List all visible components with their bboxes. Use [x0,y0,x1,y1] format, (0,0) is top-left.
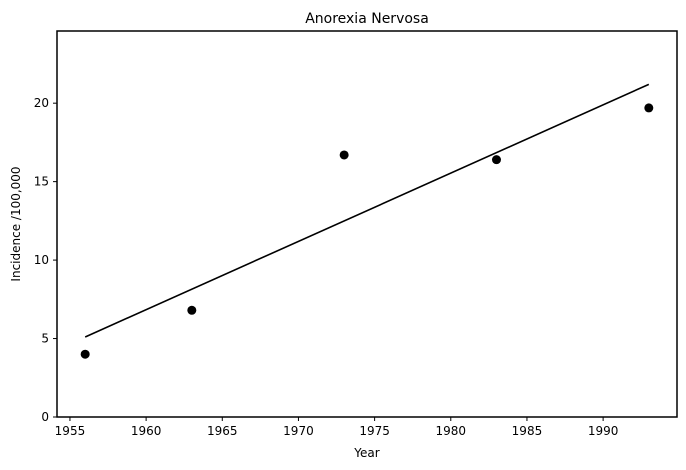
x-axis: 1955 1960 1965 1970 1975 1980 1985 1990 [55,417,619,438]
data-point [187,305,197,315]
x-tick-label: 1965 [207,424,238,438]
x-tick-label: 1990 [588,424,619,438]
x-tick-label: 1985 [512,424,543,438]
y-tick-label: 10 [34,253,49,267]
y-tick-label: 0 [41,410,49,424]
y-axis: 0 5 10 15 20 [34,96,57,424]
y-tick-label: 5 [41,332,49,346]
data-point [644,103,654,113]
chart-title: Anorexia Nervosa [305,11,429,27]
x-tick-label: 1970 [283,424,314,438]
x-axis-label: Year [353,446,379,460]
x-tick-label: 1955 [55,424,86,438]
y-tick-label: 15 [34,175,49,189]
trend-line [84,83,650,338]
x-tick-label: 1980 [436,424,467,438]
plot-area [56,30,678,418]
y-axis-label: Incidence /100,000 [9,166,23,281]
data-point [80,349,90,359]
series-layer [80,83,654,359]
x-tick-label: 1960 [131,424,162,438]
y-tick-label: 20 [34,96,49,110]
x-tick-label: 1975 [359,424,390,438]
data-point [491,155,501,165]
data-point [339,150,349,160]
